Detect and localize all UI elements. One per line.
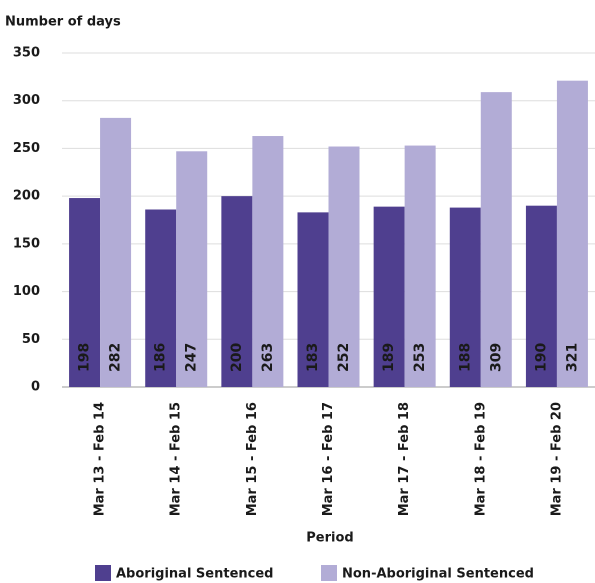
y-tick-label: 250	[13, 141, 40, 156]
value-label: 247	[184, 343, 200, 372]
value-label: 263	[260, 343, 276, 372]
bar	[221, 196, 253, 387]
x-tick-label: Mar 17 - Feb 18	[397, 402, 412, 516]
y-tick-label: 100	[13, 284, 40, 299]
bar	[176, 151, 208, 387]
bar	[556, 80, 588, 387]
value-label: 198	[77, 343, 93, 372]
x-tick-label: Mar 16 - Feb 17	[321, 402, 336, 516]
value-label: 200	[229, 343, 245, 372]
bar	[297, 212, 329, 387]
y-tick-label: 0	[31, 380, 40, 395]
x-tick-label: Mar 14 - Feb 15	[169, 402, 184, 516]
x-tick-label: Mar 13 - Feb 14	[93, 402, 108, 516]
value-label: 321	[564, 343, 580, 372]
x-tick-label: Mar 15 - Feb 16	[245, 402, 260, 516]
legend-label: Aboriginal Sentenced	[116, 567, 274, 582]
x-axis-label: Period	[306, 531, 353, 546]
value-label: 253	[412, 343, 428, 372]
bar	[145, 209, 177, 387]
bar	[404, 145, 436, 387]
y-tick-label: 350	[13, 46, 40, 61]
bar	[100, 117, 132, 388]
bar	[328, 146, 360, 387]
y-tick-label: 300	[13, 93, 40, 108]
bar	[480, 92, 512, 387]
value-label: 190	[533, 343, 549, 372]
bar	[252, 136, 284, 387]
x-tick-label: Mar 18 - Feb 19	[473, 402, 488, 516]
value-label: 252	[336, 343, 352, 372]
y-tick-label: 50	[22, 332, 40, 347]
legend-label: Non-Aboriginal Sentenced	[342, 567, 534, 582]
legend-swatch	[321, 565, 337, 581]
value-label: 189	[381, 343, 397, 372]
value-label: 282	[108, 343, 124, 372]
value-label: 186	[153, 343, 169, 372]
bar	[373, 206, 405, 387]
y-tick-label: 200	[13, 189, 40, 204]
y-tick-label: 150	[13, 236, 40, 251]
value-label: 183	[305, 343, 321, 372]
bar	[449, 207, 481, 387]
x-tick-label: Mar 19 - Feb 20	[549, 402, 564, 516]
bar	[69, 198, 101, 387]
value-label: 188	[457, 343, 473, 372]
legend-swatch	[95, 565, 111, 581]
bar	[525, 205, 557, 387]
y-axis-label: Number of days	[5, 15, 121, 30]
value-label: 309	[488, 343, 504, 372]
